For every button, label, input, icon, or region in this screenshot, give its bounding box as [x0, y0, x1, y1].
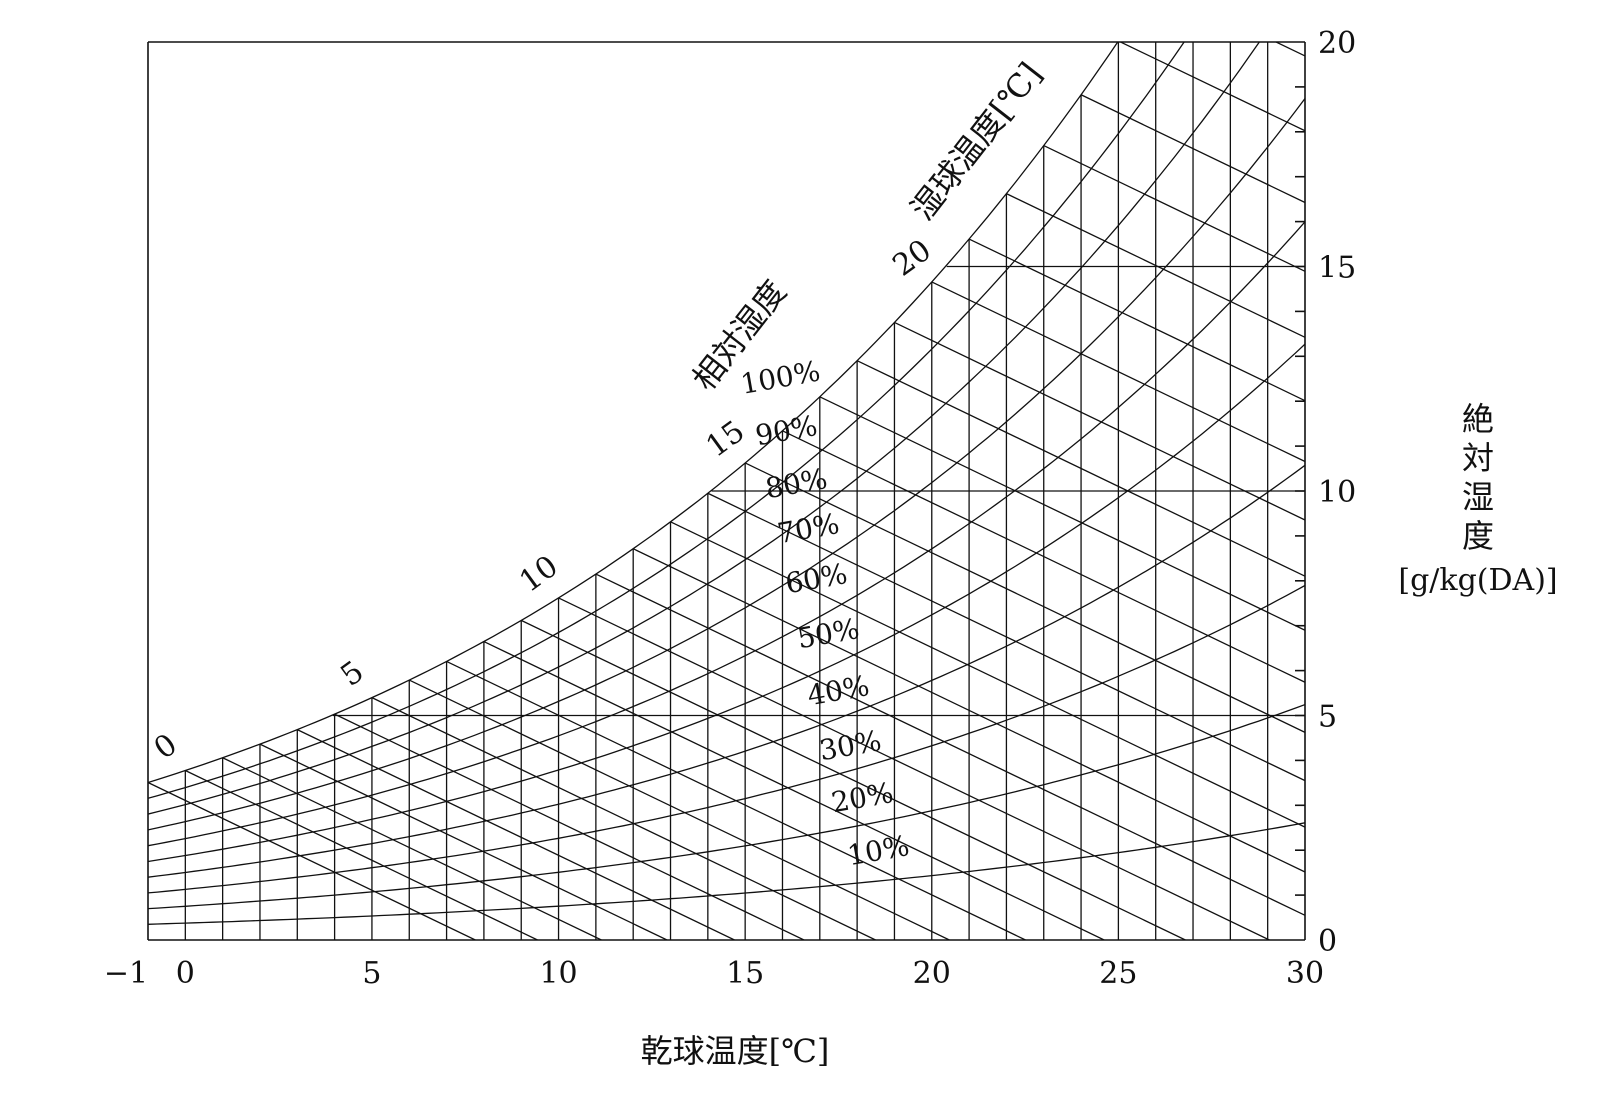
- wet-bulb-line-6: [408, 679, 950, 940]
- y-axis-label-char-3: 湿: [1462, 478, 1494, 516]
- wet-bulb-line-13: [670, 521, 1305, 828]
- wet-bulb-line-26: [1274, 42, 1305, 57]
- wet-bulb-label-10: 10: [513, 549, 564, 600]
- wet-bulb-line-7: [446, 660, 1026, 940]
- wet-bulb-line-22: [1006, 193, 1305, 339]
- wet-bulb-line-15: [744, 462, 1305, 734]
- wet-bulb-label-15: 15: [700, 414, 751, 465]
- y-tick-label-0: 0: [1318, 924, 1337, 959]
- x-tick-label-4: 15: [726, 956, 764, 991]
- y-axis-label: 絶 対 湿 度 [g/kg(DA)]: [1398, 400, 1557, 598]
- wet-bulb-line-1: [222, 757, 602, 940]
- wet-bulb-line-30: [1305, 0, 1599, 940]
- wet-bulb-line-12: [632, 548, 1305, 873]
- wet-bulb-line-27: [1193, 0, 1599, 940]
- rh-label-10: 10%: [845, 829, 912, 872]
- wet-bulb-line-20: [931, 281, 1305, 463]
- rh-curve-20: [148, 703, 1305, 910]
- x-tick-label-2: 5: [362, 956, 381, 991]
- rh-curve-70: [148, 98, 1305, 831]
- rh-label-70: 70%: [775, 507, 842, 550]
- wet-bulb-label-5: 5: [334, 654, 370, 694]
- grid-lines: [148, 0, 1599, 940]
- rh-curve-60: [148, 221, 1305, 847]
- wet-bulb-line-18: [856, 360, 1305, 577]
- y-axis-label-char-1: 絶: [1462, 400, 1494, 438]
- wet-bulb-line-5: [371, 697, 876, 940]
- wet-bulb-line-24: [1080, 94, 1305, 204]
- x-tick-label-0: −1: [104, 956, 148, 991]
- rh-label-30: 30%: [817, 724, 884, 767]
- wet-bulb-line-8: [483, 640, 1105, 940]
- y-tick-label-1: 5: [1318, 700, 1337, 735]
- wet-bulb-line-9: [520, 619, 1186, 940]
- y-tick-label-3: 15: [1318, 251, 1356, 286]
- x-axis-label: 乾球温度[℃]: [641, 1032, 830, 1070]
- wet-bulb-line-29: [1268, 0, 1599, 940]
- rh-curve-80: [148, 42, 1261, 815]
- rh-label-50: 50%: [795, 612, 862, 655]
- wet-bulb-line-28: [1230, 0, 1599, 940]
- wet-bulb-line-10: [558, 597, 1270, 940]
- x-tick-label-5: 20: [913, 956, 951, 991]
- x-tick-label-7: 30: [1286, 956, 1324, 991]
- y-axis-label-char-2: 対: [1462, 439, 1494, 477]
- rh-label-90: 90%: [753, 409, 820, 452]
- rh-curve-90: [148, 42, 1185, 799]
- wet-bulb-label-0: 0: [148, 727, 184, 767]
- y-tick-label-4: 20: [1318, 26, 1356, 61]
- rh-curve-40: [148, 464, 1305, 878]
- wet-bulb-title: 湿球温度[℃]: [903, 55, 1049, 227]
- rh-curve-50: [148, 343, 1305, 863]
- y-tick-label-2: 10: [1318, 475, 1356, 510]
- rh-curve-10: [148, 822, 1305, 925]
- wet-bulb-line--1: [148, 781, 476, 940]
- wet-bulb-line-21: [968, 238, 1305, 402]
- rh-label-100: 100%: [738, 354, 823, 400]
- x-tick-label-3: 10: [539, 956, 577, 991]
- wet-bulb-line-3: [297, 729, 735, 940]
- wet-bulb-label-20: 20: [886, 233, 937, 284]
- rh-curve-30: [148, 584, 1305, 894]
- rh-label-40: 40%: [805, 669, 872, 712]
- wet-bulb-line-2: [259, 743, 668, 940]
- wet-bulb-line-11: [595, 573, 1305, 917]
- x-tick-label-1: 0: [176, 956, 195, 991]
- y-axis-label-char-4: 度: [1462, 517, 1494, 555]
- wet-bulb-line-4: [334, 713, 805, 940]
- y-axis-unit: [g/kg(DA)]: [1398, 563, 1557, 598]
- rh-label-20: 20%: [829, 776, 896, 819]
- wet-bulb-line-0: [185, 769, 538, 940]
- wet-bulb-line-19: [894, 321, 1305, 521]
- rh-label-60: 60%: [783, 557, 850, 600]
- wet-bulb-line-14: [707, 492, 1305, 782]
- wet-bulb-line-16: [782, 430, 1305, 683]
- x-tick-label-6: 25: [1099, 956, 1137, 991]
- rh-curve-100: [148, 42, 1119, 784]
- wet-bulb-line-17: [819, 396, 1305, 631]
- chart-labels: −1 0 5 10 15 20 25 300510152005101520湿球温度[℃]相対湿…: [104, 26, 1356, 991]
- chart-frame: [147, 41, 1306, 941]
